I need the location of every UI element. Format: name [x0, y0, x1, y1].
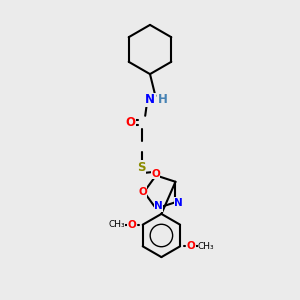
Text: S: S: [137, 161, 146, 174]
Text: O: O: [125, 116, 135, 129]
Text: O: O: [186, 241, 195, 251]
Text: N: N: [145, 93, 155, 106]
Text: CH₃: CH₃: [198, 242, 214, 251]
Text: O: O: [128, 220, 136, 230]
Text: O: O: [138, 187, 147, 197]
Text: N: N: [154, 201, 163, 211]
Text: H: H: [158, 93, 167, 106]
Text: O: O: [151, 169, 160, 179]
Text: N: N: [174, 198, 183, 208]
Text: CH₃: CH₃: [108, 220, 125, 229]
